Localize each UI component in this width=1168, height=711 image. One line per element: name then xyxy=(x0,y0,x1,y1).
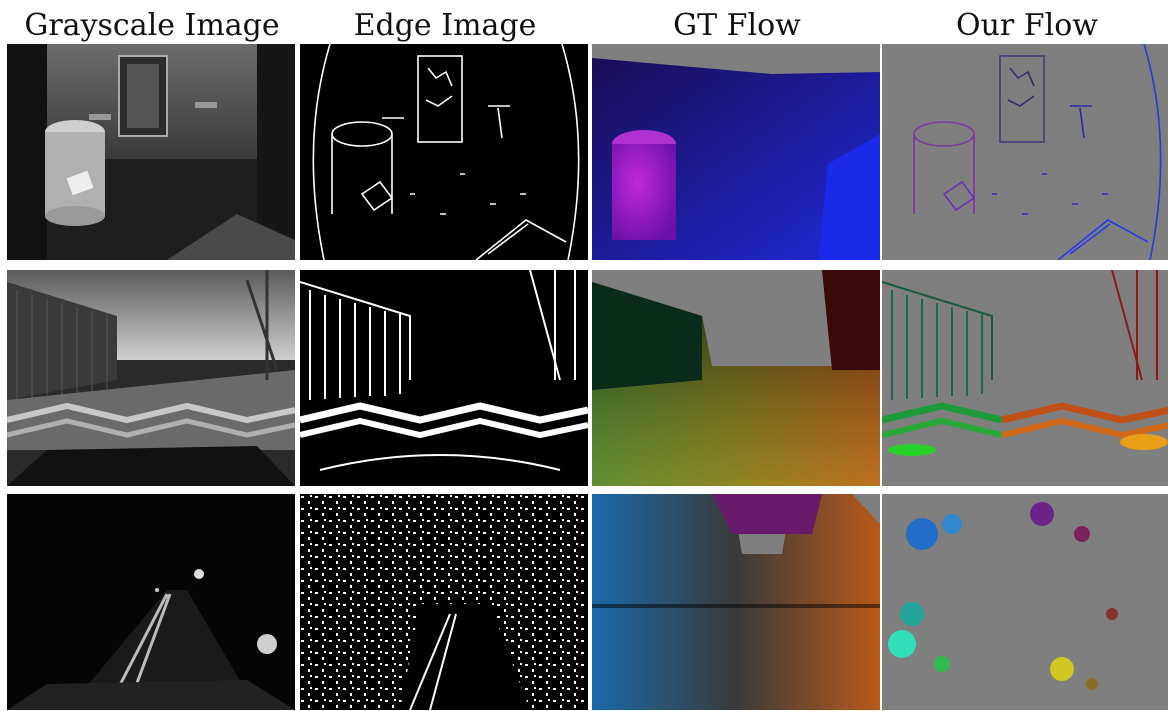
column-header-edge: Edge Image xyxy=(353,8,537,43)
row3-gt-flow xyxy=(592,494,880,710)
row3-our-flow xyxy=(882,494,1168,710)
our-flow-picture xyxy=(882,270,1168,486)
row2-gt-flow xyxy=(592,270,880,486)
row1-grayscale-image xyxy=(7,44,295,260)
row3-grayscale-image xyxy=(7,494,295,710)
edge-picture xyxy=(300,494,588,710)
gt-flow-picture xyxy=(592,44,880,260)
column-header-our-flow: Our Flow xyxy=(956,8,1098,43)
column-header-gt-flow: GT Flow xyxy=(673,8,801,43)
column-header-grayscale: Grayscale Image xyxy=(24,8,280,43)
row1-edge-image xyxy=(300,44,588,260)
edge-picture xyxy=(300,44,588,260)
our-flow-picture xyxy=(882,44,1168,260)
grayscale-picture xyxy=(7,44,295,260)
grayscale-picture xyxy=(7,494,295,710)
row2-edge-image xyxy=(300,270,588,486)
gt-flow-picture xyxy=(592,494,880,710)
edge-picture xyxy=(300,270,588,486)
row1-gt-flow xyxy=(592,44,880,260)
row3-edge-image xyxy=(300,494,588,710)
row2-our-flow xyxy=(882,270,1168,486)
grayscale-picture xyxy=(7,270,295,486)
row1-our-flow xyxy=(882,44,1168,260)
gt-flow-picture xyxy=(592,270,880,486)
our-flow-picture xyxy=(882,494,1168,710)
row2-grayscale-image xyxy=(7,270,295,486)
